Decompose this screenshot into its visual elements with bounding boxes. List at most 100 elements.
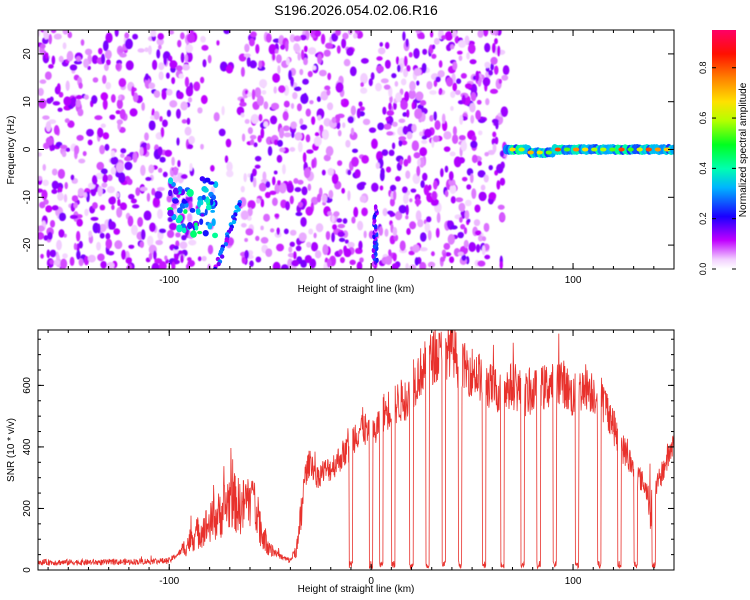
heatmap-noise-blob xyxy=(169,100,178,108)
heatmap-noise-blob xyxy=(361,207,368,217)
heatmap-noise-blob xyxy=(158,71,164,81)
heatmap-line-peak xyxy=(518,147,525,152)
heatmap-noise-blob xyxy=(168,222,177,231)
heatmap-noise-blob xyxy=(347,169,352,176)
heatmap-noise-blob xyxy=(105,232,111,240)
chart-title: S196.2026.054.02.06.R16 xyxy=(274,2,438,18)
heatmap-noise-blob xyxy=(498,78,502,85)
heatmap-noise-blob xyxy=(271,102,280,110)
heatmap-noise-blob xyxy=(406,131,413,140)
heatmap-noise-blob xyxy=(326,258,332,268)
heatmap-noise-blob xyxy=(278,85,286,93)
heatmap-noise-blob xyxy=(454,35,460,44)
heatmap-noise-blob xyxy=(48,64,54,69)
heatmap-noise-layer xyxy=(38,30,510,269)
heatmap-noise-blob xyxy=(110,156,119,165)
heatmap-noise-blob xyxy=(120,148,127,154)
heatmap-noise-blob xyxy=(502,65,510,76)
heatmap-noise-blob xyxy=(421,135,428,140)
heatmap-x-tick-label: 0 xyxy=(368,275,374,286)
heatmap-noise-blob xyxy=(57,107,63,112)
heatmap-noise-blob xyxy=(240,113,245,118)
heatmap-noise-blob xyxy=(107,174,113,182)
heatmap-noise-blob xyxy=(210,165,215,172)
heatmap-noise-blob xyxy=(379,42,384,47)
heatmap-noise-blob xyxy=(145,176,152,181)
heatmap-noise-blob xyxy=(66,50,74,62)
heatmap-noise-blob xyxy=(87,254,96,263)
heatmap-noise-blob xyxy=(221,105,225,116)
heatmap-noise-blob xyxy=(83,192,88,198)
heatmap-noise-blob xyxy=(461,94,466,105)
heatmap-noise-blob xyxy=(477,260,486,267)
heatmap-cluster-mark xyxy=(168,189,172,197)
heatmap-noise-blob xyxy=(201,255,207,262)
heatmap-noise-blob xyxy=(294,187,302,193)
heatmap-noise-blob xyxy=(49,96,54,103)
heatmap-noise-blob xyxy=(435,227,440,238)
heatmap-noise-blob xyxy=(415,196,420,207)
heatmap-noise-blob xyxy=(450,44,455,50)
heatmap-noise-blob xyxy=(180,52,185,63)
heatmap-noise-blob xyxy=(489,30,497,36)
heatmap-noise-blob xyxy=(271,53,276,61)
heatmap-noise-blob xyxy=(455,197,464,203)
heatmap-noise-blob xyxy=(419,131,424,137)
heatmap-noise-blob xyxy=(139,241,144,249)
heatmap-noise-blob xyxy=(95,172,104,180)
heatmap-noise-blob xyxy=(385,166,392,173)
heatmap-noise-blob xyxy=(260,198,265,208)
heatmap-noise-blob xyxy=(500,106,509,118)
heatmap-noise-blob xyxy=(92,202,98,210)
heatmap-noise-blob xyxy=(313,232,317,239)
snr-x-axis: -100 0 100 xyxy=(47,330,675,587)
heatmap-noise-blob xyxy=(412,244,420,253)
heatmap-noise-blob xyxy=(115,110,121,115)
heatmap-noise-blob xyxy=(387,210,394,215)
heatmap-noise-blob xyxy=(342,122,346,129)
heatmap-noise-blob xyxy=(321,169,326,176)
heatmap-noise-blob xyxy=(82,150,87,157)
heatmap-noise-blob xyxy=(197,256,202,262)
heatmap-noise-blob xyxy=(185,85,194,97)
snr-y-tick-label: 400 xyxy=(22,438,33,455)
heatmap-noise-blob xyxy=(163,54,168,66)
heatmap-noise-blob xyxy=(449,151,456,157)
heatmap-cluster-mark xyxy=(195,208,201,216)
heatmap-noise-blob xyxy=(410,188,417,193)
heatmap-noise-blob xyxy=(210,186,215,194)
heatmap-noise-blob xyxy=(175,232,181,238)
heatmap-noise-blob xyxy=(422,48,428,55)
heatmap-noise-blob xyxy=(256,198,261,204)
snr-series-line xyxy=(38,330,674,570)
heatmap-x-axis-label: Height of straight line (km) xyxy=(298,284,415,295)
heatmap-noise-blob xyxy=(70,96,77,108)
heatmap-streak-mark xyxy=(231,219,237,225)
heatmap-noise-blob xyxy=(137,48,145,53)
heatmap-noise-blob xyxy=(43,235,49,241)
heatmap-noise-blob xyxy=(405,170,411,179)
heatmap-noise-blob xyxy=(347,116,355,124)
heatmap-noise-blob xyxy=(175,108,181,119)
heatmap-noise-blob xyxy=(268,43,277,55)
heatmap-noise-blob xyxy=(118,126,126,134)
heatmap-noise-blob xyxy=(118,172,126,184)
heatmap-noise-blob xyxy=(119,109,126,120)
heatmap-noise-blob xyxy=(38,188,44,193)
heatmap-noise-blob xyxy=(45,136,54,146)
heatmap-noise-blob xyxy=(476,99,482,105)
heatmap-noise-blob xyxy=(416,165,421,177)
heatmap-noise-blob xyxy=(181,119,188,124)
heatmap-noise-blob xyxy=(499,150,505,157)
heatmap-noise-blob xyxy=(300,49,305,60)
heatmap-noise-blob xyxy=(470,92,477,102)
heatmap-noise-blob xyxy=(309,30,316,35)
heatmap-noise-blob xyxy=(282,125,290,132)
heatmap-noise-blob xyxy=(45,121,52,132)
heatmap-cluster-mark xyxy=(201,194,206,200)
heatmap-noise-blob xyxy=(299,68,304,76)
heatmap-noise-blob xyxy=(376,56,383,61)
heatmap-noise-blob xyxy=(293,86,302,92)
heatmap-noise-blob xyxy=(125,257,133,264)
heatmap-noise-blob xyxy=(477,170,486,178)
